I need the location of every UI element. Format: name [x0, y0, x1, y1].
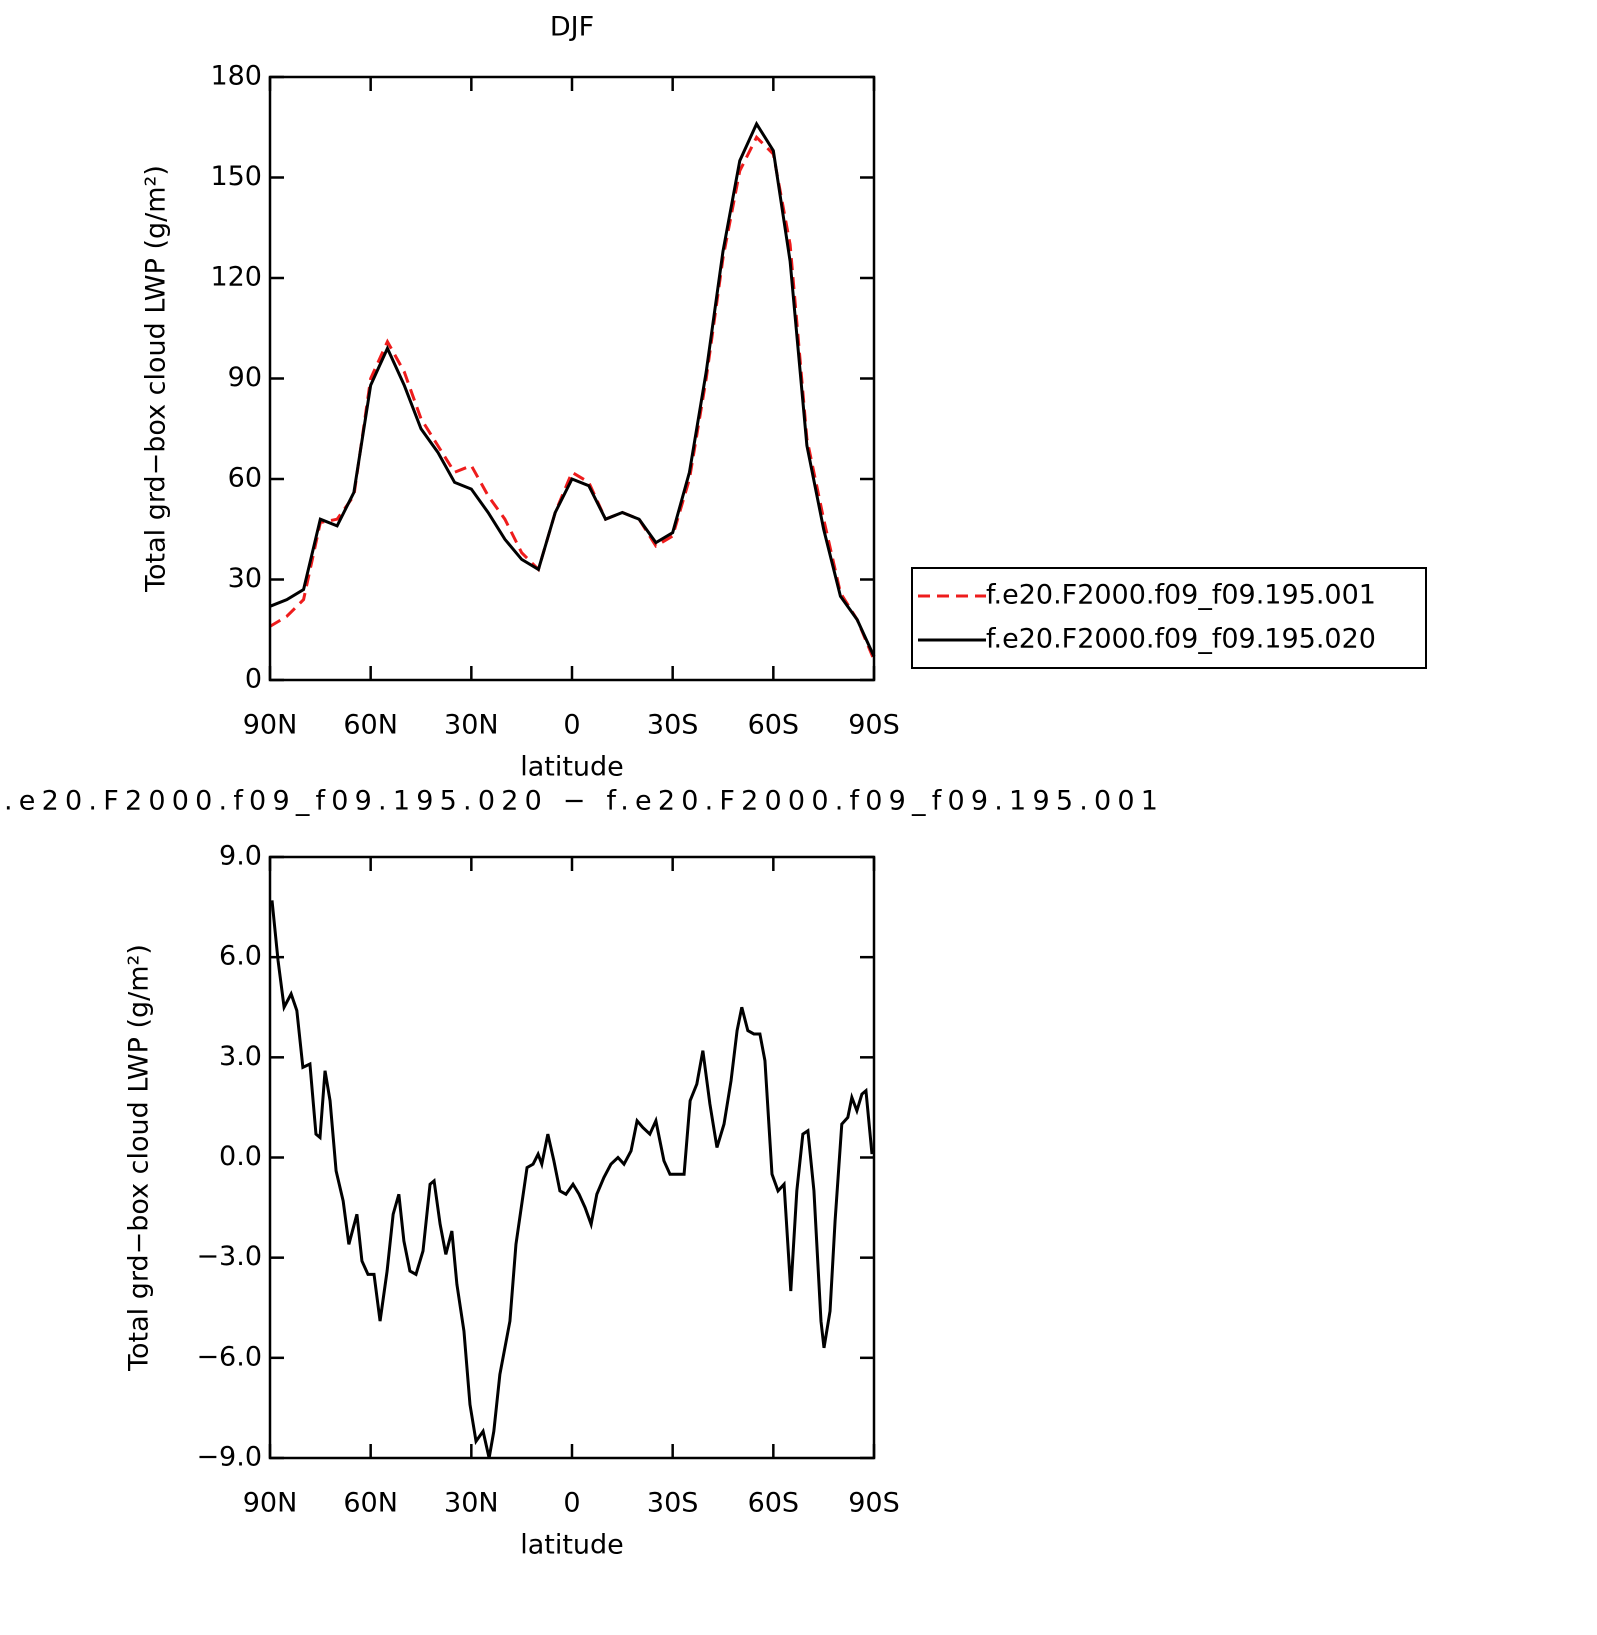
- y-tick-label: 150: [210, 161, 262, 192]
- legend-box: [911, 567, 1427, 669]
- y-tick-label: −9.0: [196, 1442, 262, 1473]
- x-axis-label: latitude: [520, 1530, 624, 1561]
- x-tick-label: 30S: [647, 710, 699, 741]
- x-tick-label: 30S: [647, 1488, 699, 1519]
- chart-title: DJF: [550, 12, 594, 43]
- y-tick-label: 60: [228, 463, 262, 494]
- x-tick-label: 60S: [748, 710, 800, 741]
- y-axis-label: Total grd−box cloud LWP (g/m²): [124, 944, 155, 1372]
- x-tick-label: 90S: [848, 710, 900, 741]
- x-tick-label: 0: [563, 1488, 580, 1519]
- data-line: [270, 900, 874, 1459]
- chart-title: .e20.F2000.f09_f09.195.020 − f.e20.F2000…: [4, 786, 1158, 817]
- x-tick-label: 30N: [444, 1488, 499, 1519]
- plot-frame: [268, 855, 876, 1460]
- legend-label: f.e20.F2000.f09_f09.195.020: [986, 624, 1376, 655]
- y-tick-label: 30: [228, 563, 262, 594]
- y-tick-label: 0.0: [219, 1141, 262, 1172]
- x-axis-label: latitude: [520, 752, 624, 783]
- legend-label: f.e20.F2000.f09_f09.195.001: [986, 580, 1376, 611]
- x-tick-label: 0: [563, 710, 580, 741]
- plot-frame: [268, 75, 876, 682]
- x-tick-label: 60S: [748, 1488, 800, 1519]
- data-line: [269, 120, 876, 658]
- x-tick-label: 30N: [444, 710, 499, 741]
- y-tick-label: −6.0: [196, 1341, 262, 1372]
- y-tick-label: 90: [228, 362, 262, 393]
- y-axis-label: Total grd−box cloud LWP (g/m²): [141, 165, 172, 593]
- y-tick-label: 120: [210, 262, 262, 293]
- x-tick-label: 90N: [243, 1488, 298, 1519]
- y-tick-label: 6.0: [219, 941, 262, 972]
- y-tick-label: −3.0: [196, 1241, 262, 1272]
- x-tick-label: 90S: [848, 1488, 900, 1519]
- x-tick-label: 60N: [343, 1488, 398, 1519]
- y-tick-label: 3.0: [219, 1041, 262, 1072]
- x-tick-label: 90N: [243, 710, 298, 741]
- y-tick-label: 180: [210, 61, 262, 92]
- y-tick-label: 9.0: [219, 841, 262, 872]
- x-tick-label: 60N: [343, 710, 398, 741]
- y-tick-label: 0: [245, 664, 262, 695]
